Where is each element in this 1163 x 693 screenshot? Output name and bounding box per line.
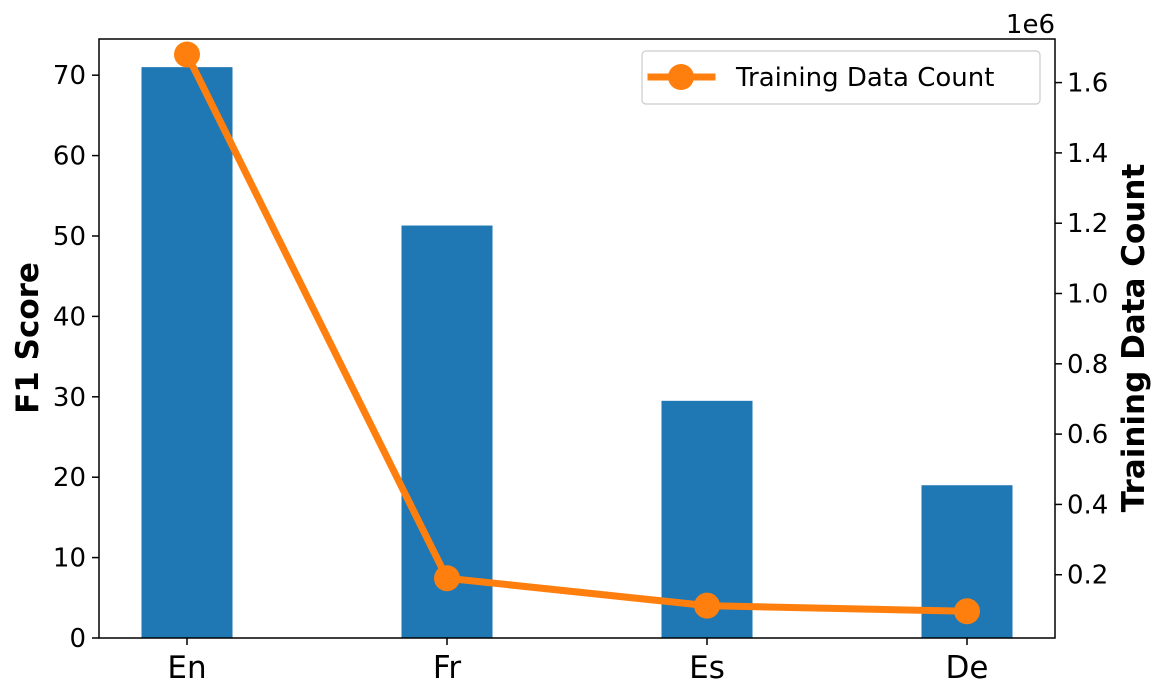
line-point-en <box>174 41 200 68</box>
y2-tick-label: 1.4 <box>1067 139 1108 169</box>
x-tick-label: De <box>946 650 989 686</box>
y-tick-label: 70 <box>53 61 86 91</box>
legend-box <box>641 50 1041 105</box>
line-point-fr <box>434 565 460 592</box>
y2-tick-label: 0.2 <box>1067 561 1108 591</box>
y-tick-label: 60 <box>53 142 86 172</box>
legend: Training Data Count <box>641 50 1041 105</box>
plot-frame <box>98 38 1056 639</box>
y2-tick-label: 1.6 <box>1067 69 1108 99</box>
y-tick-label: 30 <box>53 383 86 413</box>
y2-tick-label: 0.4 <box>1067 490 1108 520</box>
training-data-count-line <box>183 52 968 615</box>
y-axis-right-offset-text: 1e6 <box>1006 10 1055 40</box>
y2-tick-label: 0.6 <box>1067 420 1108 450</box>
x-axis: En Fr Es De <box>167 638 988 686</box>
y-tick-label: 40 <box>53 302 86 332</box>
y2-tick-label: 0.8 <box>1067 350 1108 380</box>
line-series-layer <box>174 41 980 625</box>
x-tick-label: En <box>167 650 206 686</box>
y-tick-label: 10 <box>53 544 86 574</box>
y2-tick-label: 1.0 <box>1067 280 1108 310</box>
bars-layer <box>141 67 1013 639</box>
legend-label: Training Data Count <box>735 63 994 93</box>
y-axis-right: 0.2 0.4 0.6 0.8 1.0 1.2 1.4 1.6 <box>1055 69 1108 591</box>
y-axis-left-title: F1 Score <box>10 262 46 414</box>
line-point-es <box>694 592 720 619</box>
y-tick-label: 50 <box>53 222 86 252</box>
legend-marker-swatch <box>668 64 694 90</box>
y-tick-label: 20 <box>53 463 86 493</box>
line-point-de <box>954 598 980 625</box>
x-tick-label: Es <box>689 650 725 686</box>
y-axis-left: 0 10 20 30 40 50 60 70 <box>53 61 99 654</box>
bar-en <box>141 67 233 639</box>
y-axis-right-title: Training Data Count <box>1116 164 1152 513</box>
y2-tick-label: 1.2 <box>1067 209 1108 239</box>
y-tick-label: 0 <box>69 624 86 654</box>
x-tick-label: Fr <box>433 650 462 686</box>
